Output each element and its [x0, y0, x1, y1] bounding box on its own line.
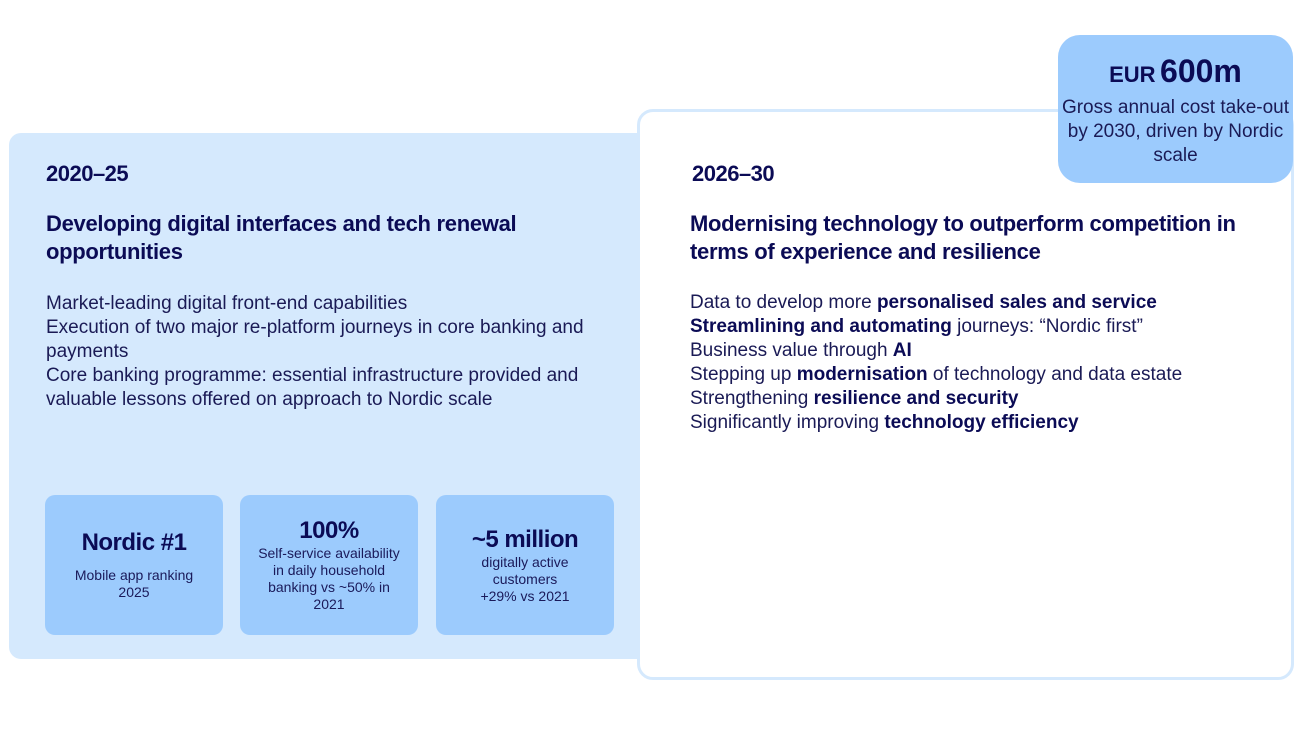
cost-takeout-callout: EUR 600m Gross annual cost take-out by 2…: [1058, 35, 1293, 183]
period-2026-30-panel: [637, 109, 1294, 680]
stat-label: Mobile app ranking 2025: [74, 567, 194, 600]
list-item: Significantly improving technology effic…: [690, 412, 1079, 433]
stat-value: Nordic #1: [81, 529, 187, 556]
stat-label: digitally active customers +29% vs 2021: [480, 553, 570, 604]
right-heading: Modernising technology to outperform com…: [690, 211, 1236, 264]
callout-amount: 600m: [1160, 53, 1242, 89]
left-bullet-list: Market-leading digital front-end capabil…: [46, 292, 606, 412]
list-item: Strengthening resilience and security: [690, 388, 1019, 409]
stat-card-digital-customers: ~5 million digitally active customers +2…: [436, 495, 614, 635]
list-item: Core banking programme: essential infras…: [46, 365, 579, 410]
left-heading: Developing digital interfaces and tech r…: [46, 211, 517, 264]
stat-label: Self-service availability in daily house…: [258, 545, 400, 612]
list-item: Execution of two major re-platform journ…: [46, 317, 584, 362]
stat-value: 100%: [299, 517, 359, 544]
callout-text: Gross annual cost take-out by 2030, driv…: [1061, 97, 1290, 166]
callout-currency: EUR: [1109, 62, 1156, 87]
list-item: Data to develop more personalised sales …: [690, 292, 1157, 313]
list-item: Stepping up modernisation of technology …: [690, 364, 1183, 385]
left-year: 2020–25: [46, 161, 129, 186]
list-item: Streamlining and automating journeys: “N…: [690, 316, 1143, 337]
right-year: 2026–30: [692, 161, 775, 186]
stat-card-app-ranking: Nordic #1 Mobile app ranking 2025: [45, 495, 223, 635]
stat-card-self-service: 100% Self-service availability in daily …: [240, 495, 418, 635]
list-item: Business value through AI: [690, 340, 912, 361]
right-bullet-list: Data to develop more personalised sales …: [690, 291, 1270, 435]
stat-value: ~5 million: [471, 525, 579, 553]
list-item: Market-leading digital front-end capabil…: [46, 293, 408, 314]
